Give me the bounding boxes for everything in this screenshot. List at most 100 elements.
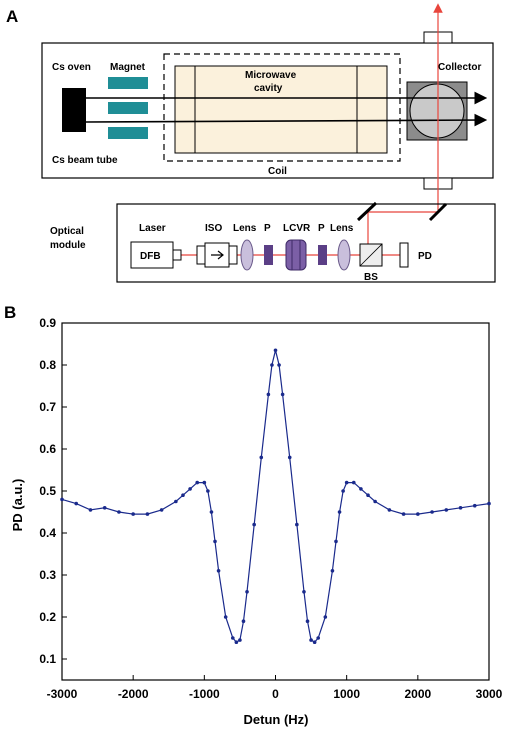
dfb-label: DFB [140,251,161,262]
y-tick-label: 0.8 [39,358,56,372]
x-tick-label: -1000 [189,687,220,701]
polarizer-2 [318,245,327,265]
data-point [102,506,107,510]
optical-module-box [116,203,496,283]
collector-disc [409,83,465,139]
polarizer-1 [264,245,273,265]
data-point [387,508,392,512]
y-tick-label: 0.1 [39,652,56,666]
data-point [60,497,64,502]
data-point [195,480,200,485]
data-point [302,590,306,594]
data-point [334,539,338,544]
data-point [366,493,370,498]
magnet-label: Magnet [110,62,146,73]
data-point [323,615,328,619]
panel-b-letter: B [4,303,16,322]
lens-2 [337,239,351,271]
dfb-output [172,249,182,261]
mirror-2 [428,202,448,222]
mirror-1 [356,201,378,222]
y-tick-label: 0.9 [39,316,56,330]
bs-label: BS [364,272,378,283]
laser-label: Laser [139,223,166,234]
data-point [223,615,228,619]
cs-oven-label: Cs oven [52,62,91,73]
data-point [266,392,271,397]
data-point [145,512,150,516]
y-tick-label: 0.7 [39,400,56,414]
data-point [444,508,449,512]
photodetector [399,242,409,268]
data-point [287,455,292,460]
iso-arrow-icon [211,250,224,260]
data-point [273,348,278,353]
data-point [344,480,349,485]
data-point [458,506,463,510]
optical-module-label-2: module [50,240,86,251]
data-point [117,510,121,514]
microwave-label-2: cavity [254,83,283,94]
cs-beam-tube-box [41,42,494,179]
lcvr [285,239,307,271]
data-point [373,499,377,504]
y-tick-label: 0.4 [39,526,56,540]
data-series [60,348,491,644]
data-point [159,508,164,512]
y-tick-label: 0.6 [39,442,56,456]
magnet-middle [108,102,148,114]
x-tick-label: 2000 [404,687,431,701]
y-tick-label: 0.3 [39,568,56,582]
data-point [245,590,249,594]
x-tick-label: -2000 [118,687,149,701]
microwave-label-1: Microwave [245,70,297,81]
magnet-top [108,77,148,89]
iso-label: ISO [205,223,222,234]
data-point [351,480,356,485]
data-point [277,363,281,367]
data-point [202,480,207,485]
polarizer-2-label: P [318,223,325,234]
data-point [270,363,274,367]
iso-left-cap [196,245,206,265]
lens-1 [240,239,254,271]
data-point [234,640,239,644]
data-point [312,640,317,644]
data-point [472,503,477,508]
data-point [131,512,135,516]
atomic-beam-lower [85,113,488,127]
optical-module-label-1: Optical [50,226,84,237]
series-line [61,350,490,643]
data-point [359,487,363,491]
lens-1-label: Lens [233,223,257,234]
data-point [416,512,420,516]
data-point [252,522,256,527]
y-tick-label: 0.2 [39,610,56,624]
data-point [430,510,434,514]
collector-label: Collector [438,62,481,73]
data-point [309,638,313,642]
data-point [305,619,310,623]
x-tick-label: -3000 [47,687,78,701]
pd-label: PD [418,251,432,262]
data-point [316,636,321,640]
cs-oven [62,88,86,132]
data-point [295,522,299,527]
data-point [213,539,217,544]
data-point [209,510,214,514]
y-axis: 0.1 0.2 0.3 0.4 0.5 0.6 0.7 0.8 0.9 [39,316,67,666]
data-point [88,508,93,512]
cs-beam-tube-label: Cs beam tube [52,155,118,166]
data-point [401,512,406,516]
x-tick-label: 0 [272,687,279,701]
data-point [330,569,335,573]
y-tick-label: 0.5 [39,484,56,498]
data-point [341,489,345,493]
data-point [188,487,192,491]
data-point [238,638,242,642]
magnet-bottom [108,127,148,139]
polarizer-1-label: P [264,223,271,234]
plot-frame [61,322,490,681]
data-point [231,636,235,640]
